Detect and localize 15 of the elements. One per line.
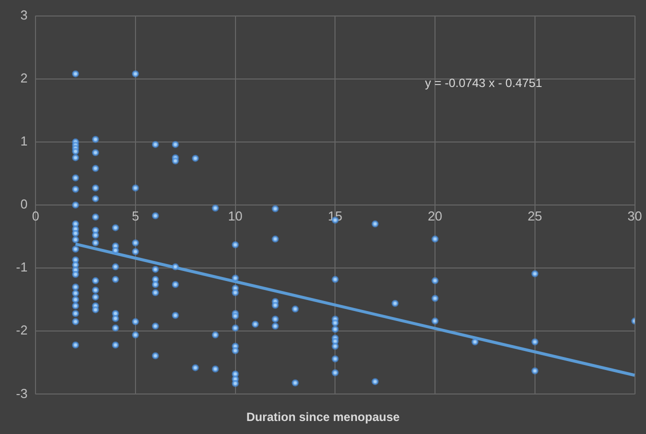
x-axis-title: Duration since menopause: [245, 410, 401, 424]
x-tick-label: 25: [528, 208, 542, 224]
x-tick-label: 0: [32, 208, 40, 224]
y-tick-label: -1: [16, 260, 28, 275]
x-tick-label: 10: [228, 208, 243, 224]
annotation: y = -0.0743 x - 0.4751: [425, 76, 542, 90]
y-tick-label: -3: [16, 386, 28, 401]
y-tick-label: 3: [20, 7, 28, 22]
x-tick-label: 30: [628, 208, 642, 224]
x-tick-label: 20: [428, 208, 442, 224]
y-tick-label: 1: [20, 134, 28, 149]
y-tick-label: -2: [16, 322, 28, 338]
y-tick-label: 2: [20, 70, 28, 86]
x-tick-label: 5: [132, 208, 140, 224]
y-tick-label: 0: [20, 196, 28, 212]
